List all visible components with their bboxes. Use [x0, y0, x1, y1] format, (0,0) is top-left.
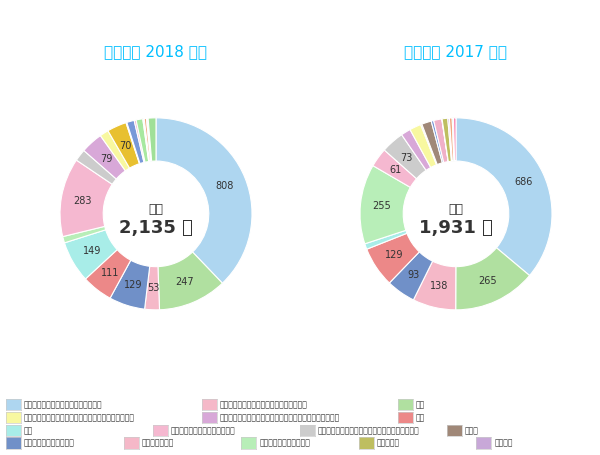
- Text: 店舗（百貨店、量販店、ホームセンター）: 店舗（百貨店、量販店、ホームセンター）: [220, 400, 308, 410]
- Wedge shape: [158, 252, 223, 310]
- Text: 138: 138: [430, 281, 448, 291]
- Wedge shape: [84, 136, 125, 179]
- Text: 教育・コンサルティング: 教育・コンサルティング: [259, 439, 310, 448]
- Text: 窓装飾（ウィンドウトリートメント、カーテンレール等）: 窓装飾（ウィンドウトリートメント、カーテンレール等）: [220, 413, 340, 422]
- Wedge shape: [413, 261, 456, 310]
- Wedge shape: [421, 124, 437, 165]
- Wedge shape: [148, 118, 156, 161]
- Wedge shape: [126, 122, 140, 164]
- Text: 53: 53: [147, 283, 159, 293]
- Wedge shape: [127, 121, 144, 163]
- Text: 合計: 合計: [449, 202, 464, 216]
- Text: 通販: 通販: [416, 400, 425, 410]
- Wedge shape: [145, 266, 160, 310]
- Text: 686: 686: [514, 177, 533, 187]
- Text: 808: 808: [216, 181, 234, 191]
- Wedge shape: [146, 118, 151, 162]
- Wedge shape: [76, 151, 116, 184]
- Text: 93: 93: [407, 270, 419, 280]
- Wedge shape: [143, 119, 149, 162]
- Text: 265: 265: [478, 276, 497, 286]
- Text: 73: 73: [401, 153, 413, 163]
- Wedge shape: [63, 226, 106, 243]
- Wedge shape: [100, 131, 130, 171]
- Wedge shape: [385, 135, 426, 179]
- Text: 内装材（天井、壁、床材、塗装材、装飾材、副資材）: 内装材（天井、壁、床材、塗装材、装飾材、副資材）: [24, 413, 135, 422]
- Text: 111: 111: [101, 268, 119, 278]
- Text: インテリア建材（内部建具等）: インテリア建材（内部建具等）: [171, 426, 236, 435]
- Text: 出版・印刷: 出版・印刷: [377, 439, 400, 448]
- Wedge shape: [144, 118, 151, 162]
- Wedge shape: [448, 118, 452, 161]
- Wedge shape: [156, 118, 252, 283]
- Text: 79: 79: [100, 154, 112, 164]
- Wedge shape: [454, 118, 456, 161]
- Wedge shape: [452, 118, 455, 161]
- Text: 1,931 人: 1,931 人: [419, 219, 493, 237]
- Wedge shape: [422, 121, 442, 165]
- Wedge shape: [431, 121, 444, 163]
- Wedge shape: [85, 250, 131, 298]
- Wedge shape: [365, 230, 407, 249]
- Text: 61: 61: [389, 165, 402, 175]
- Text: 家具: 家具: [416, 413, 425, 422]
- Wedge shape: [143, 119, 149, 162]
- Wedge shape: [110, 260, 150, 309]
- Text: 2,135 人: 2,135 人: [119, 219, 193, 237]
- Wedge shape: [148, 118, 152, 161]
- Wedge shape: [64, 230, 117, 279]
- Wedge shape: [449, 118, 454, 161]
- Text: 照明: 照明: [24, 426, 33, 435]
- Text: 255: 255: [373, 201, 391, 211]
- Title: 合格者数 2017 年度: 合格者数 2017 年度: [404, 44, 508, 59]
- Text: 覆装品: 覆装品: [465, 426, 479, 435]
- Text: 施工（新築、リフォーム、内装関連）: 施工（新築、リフォーム、内装関連）: [24, 400, 103, 410]
- Wedge shape: [373, 150, 416, 187]
- Wedge shape: [434, 119, 448, 162]
- Text: 70: 70: [119, 141, 132, 151]
- Wedge shape: [367, 233, 419, 283]
- Wedge shape: [455, 248, 530, 310]
- Wedge shape: [442, 119, 448, 162]
- Wedge shape: [401, 130, 431, 170]
- Text: インテリア雑貨、小物類: インテリア雑貨、小物類: [24, 439, 75, 448]
- Wedge shape: [410, 125, 437, 167]
- Text: 247: 247: [176, 278, 194, 288]
- Wedge shape: [456, 118, 552, 276]
- Text: 129: 129: [385, 250, 403, 260]
- Text: 149: 149: [82, 246, 101, 256]
- Wedge shape: [60, 160, 112, 237]
- Wedge shape: [360, 166, 410, 244]
- Wedge shape: [136, 119, 149, 162]
- Title: 合格者数 2018 年度: 合格者数 2018 年度: [104, 44, 208, 59]
- Text: 合計: 合計: [149, 202, 163, 216]
- Text: 情報処理: 情報処理: [494, 439, 513, 448]
- Text: デザイン、設計: デザイン、設計: [142, 439, 174, 448]
- Wedge shape: [134, 120, 145, 162]
- Text: 129: 129: [124, 280, 143, 290]
- Wedge shape: [442, 118, 451, 162]
- Wedge shape: [389, 252, 433, 300]
- Wedge shape: [108, 123, 139, 168]
- Text: 283: 283: [74, 196, 92, 206]
- Text: 住設機器類（厨房・バス関連、空調、家電品等）: 住設機器類（厨房・バス関連、空調、家電品等）: [318, 426, 420, 435]
